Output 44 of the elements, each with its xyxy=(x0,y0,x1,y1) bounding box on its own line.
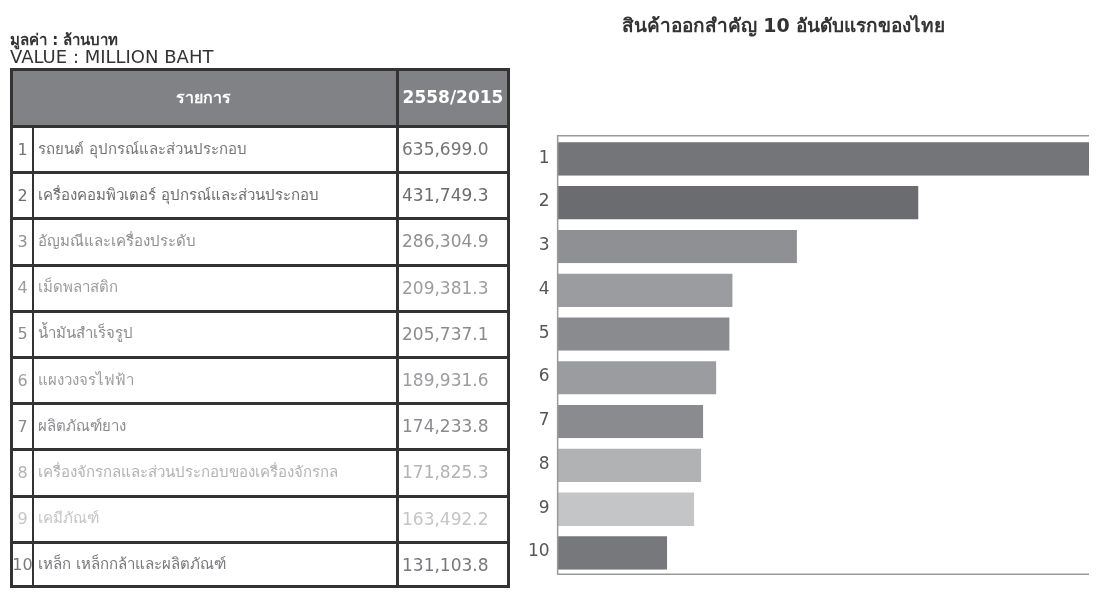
y-tick-label: 9 xyxy=(16,508,29,531)
data-label: 131,103.8 xyxy=(402,553,490,577)
data-label: 171,825.3 xyxy=(402,461,490,485)
y-tick-label: 2 xyxy=(16,184,29,207)
data-label: 286,304.9 xyxy=(402,230,490,254)
category-label: 2 xyxy=(538,190,550,211)
y-tick-label: 8 xyxy=(16,462,29,484)
text: เคมีภัณฑ์ xyxy=(38,508,100,530)
category-label: 6 xyxy=(538,365,550,386)
text: ผลิตภัณฑ์ยาง xyxy=(38,415,127,437)
data-label: 209,381.3 xyxy=(402,276,490,300)
category-label: 3 xyxy=(538,234,550,255)
y-tick-label: 6 xyxy=(16,369,29,392)
y-tick-label: 4 xyxy=(16,277,29,300)
data-label: 635,699.0 xyxy=(402,138,490,162)
text: 2558/2015 xyxy=(401,86,505,109)
text: น้ำมันสำเร็จรูป xyxy=(38,321,134,345)
y-tick-label: 5 xyxy=(16,323,29,346)
text: เครื่องคอมพิวเตอร์ อุปกรณ์และส่วนประกอบ xyxy=(38,184,320,207)
y-tick-label: 10 xyxy=(12,554,33,577)
y-tick-label: 1 xyxy=(16,138,29,161)
y-tick-label: 7 xyxy=(16,415,29,438)
text: เครื่องจักรกลและส่วนประกอบของเครื่องจักรกล xyxy=(38,461,339,483)
y-tick-label: 3 xyxy=(16,231,29,253)
text: รายการ xyxy=(174,86,232,109)
data-label: 431,749.3 xyxy=(402,184,490,208)
text: มูลค่า : ล้านบาท xyxy=(10,31,119,49)
category-label: 4 xyxy=(538,277,550,298)
data-label: 163,492.2 xyxy=(402,507,490,531)
category-label: 8 xyxy=(538,452,550,473)
data-label: 205,737.1 xyxy=(402,322,490,346)
chart-title: สินค้าออกสำคัญ 10 อันดับแรกของไทย xyxy=(620,13,947,39)
category-label: 1 xyxy=(538,146,550,167)
category-label: 5 xyxy=(538,321,550,342)
text: รถยนต์ อุปกรณ์และส่วนประกอบ xyxy=(38,138,248,161)
text: เหล็ก เหล็กกล้าและผลิตภัณฑ์ xyxy=(38,553,227,576)
data-label: 174,233.8 xyxy=(402,415,490,439)
text: แผงวงจรไฟฟ้า xyxy=(38,369,135,391)
text: เม็ดพลาสติก xyxy=(38,276,119,299)
category-label: 10 xyxy=(527,540,550,561)
text: อัญมณีและเครื่องประดับ xyxy=(38,230,197,252)
category-label: 9 xyxy=(538,496,550,517)
data-label: 189,931.6 xyxy=(402,369,490,393)
category-label: 7 xyxy=(538,409,550,430)
